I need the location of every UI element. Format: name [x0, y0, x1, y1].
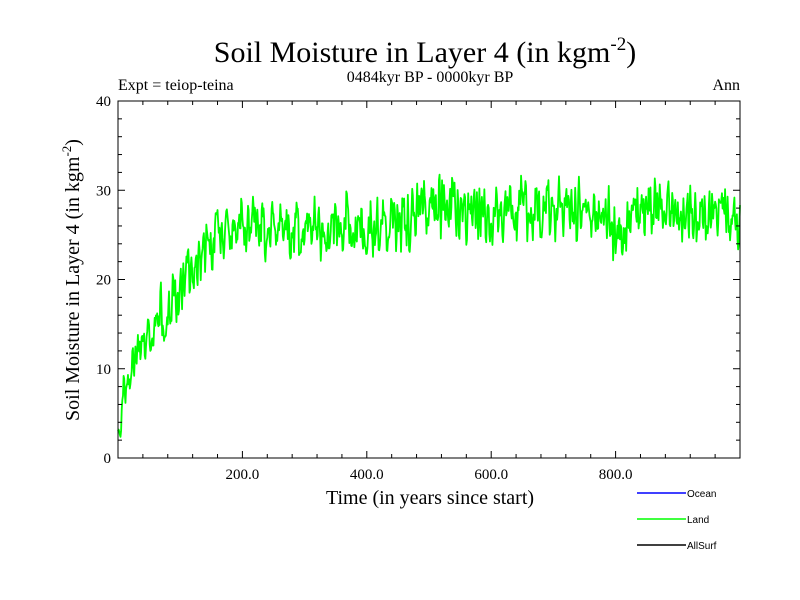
legend: Ocean Land AllSurf: [637, 489, 717, 552]
tick-labels-layer: 0 10 20 30 40 200.0 400.0 600.0 800.0: [96, 94, 632, 483]
y-tick-label: 10: [96, 362, 111, 378]
x-tick-label: 800.0: [599, 467, 633, 483]
chart-subtitle: 0484kyr BP - 0000kyr BP: [347, 69, 514, 86]
y-tick-label: 30: [96, 183, 111, 199]
legend-label-allsurf: AllSurf: [687, 541, 717, 552]
series-line-land: [117, 173, 741, 438]
x-axis-label: Time (in years since start): [326, 487, 534, 509]
y-tick-label: 0: [104, 451, 112, 467]
y-tick-label: 40: [96, 94, 111, 110]
x-tick-label: 200.0: [226, 467, 260, 483]
x-tick-label: 600.0: [474, 467, 508, 483]
season-label: Ann: [712, 77, 740, 94]
legend-label-land: Land: [687, 515, 709, 526]
chart-title: Soil Moisture in Layer 4 (in kgm-2): [214, 34, 636, 69]
ticks-layer: [118, 100, 740, 459]
plot-area: 0 10 20 30 40 200.0 400.0 600.0 800.0: [96, 94, 741, 483]
y-tick-label: 20: [96, 273, 111, 289]
legend-label-ocean: Ocean: [687, 489, 716, 500]
series-layer: [117, 173, 741, 438]
expt-label: Expt = teiop-teina: [118, 77, 234, 94]
x-tick-label: 400.0: [350, 467, 384, 483]
y-axis-label: Soil Moisture in Layer 4 (in kgm-2): [59, 139, 84, 421]
